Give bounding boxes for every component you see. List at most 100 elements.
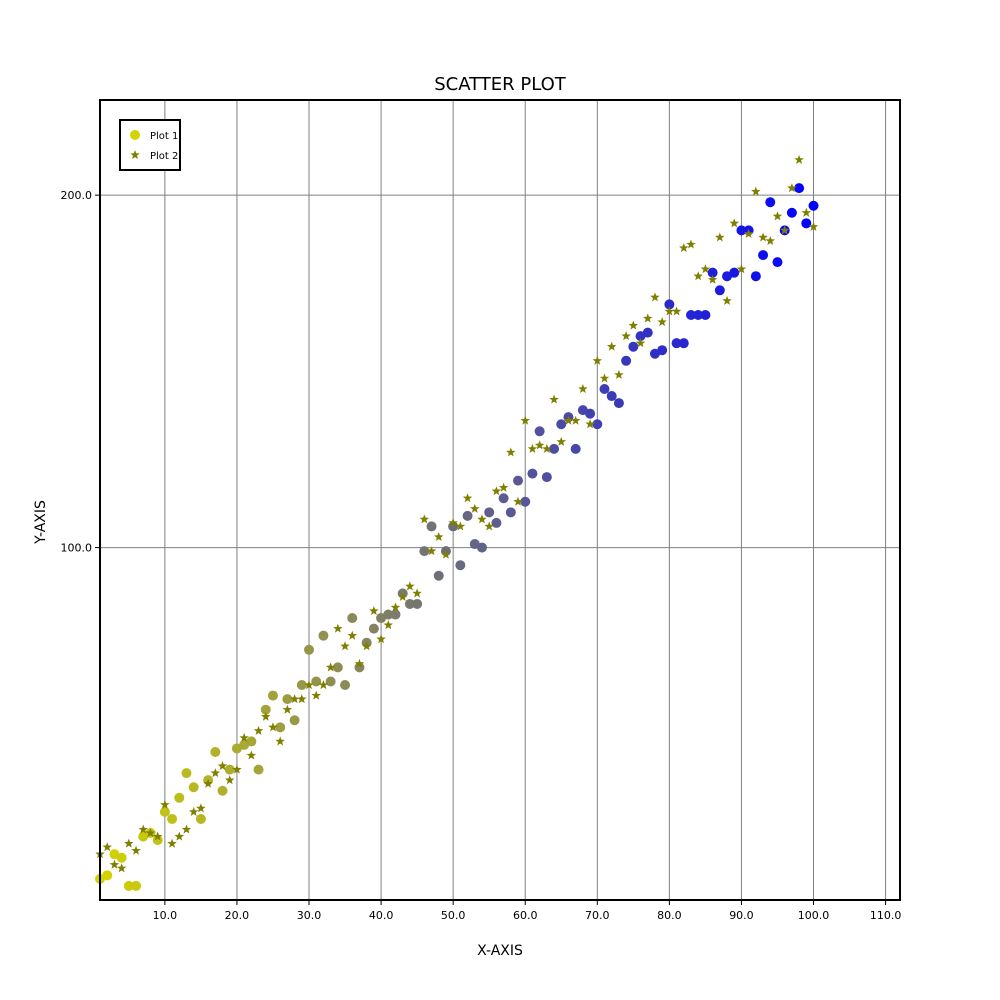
plot-1-point <box>246 736 257 747</box>
plot-2-point <box>405 581 415 591</box>
plot-2-point <box>592 355 603 365</box>
data-points <box>95 154 819 891</box>
plot-2-point <box>354 658 365 668</box>
plot-2-point <box>196 803 206 813</box>
plot-2-point <box>174 831 185 841</box>
plot-2-point <box>412 588 422 598</box>
plot-2-point <box>318 680 329 690</box>
plot-2-point <box>686 239 696 249</box>
plot-1-point <box>657 345 668 356</box>
plot-2-point <box>325 662 336 672</box>
plot-2-point <box>116 863 127 873</box>
plot-2-point <box>570 415 581 425</box>
plot-1-point <box>693 309 704 320</box>
x-tick-label: 30.0 <box>297 909 322 922</box>
plot-1-point <box>419 546 430 557</box>
plot-2-point <box>794 154 804 164</box>
plot-1-point <box>476 542 487 553</box>
plot-1-point <box>808 200 819 211</box>
plot-1-point <box>347 613 358 624</box>
plot-2-point <box>743 228 754 238</box>
plot-1-point <box>296 680 307 691</box>
plot-1-point <box>736 225 747 236</box>
plot-2-point <box>729 218 739 228</box>
plot-2-point <box>758 232 768 242</box>
plot-2-point <box>679 243 689 253</box>
plot-2-point <box>397 591 408 601</box>
plot-2-point <box>383 620 394 630</box>
plot-1-point <box>484 507 495 518</box>
plot-1-point <box>448 521 459 532</box>
x-tick-label: 40.0 <box>369 909 394 922</box>
plot-1-point <box>714 285 725 296</box>
plot-2-point <box>340 641 350 651</box>
x-tick-label: 50.0 <box>441 909 466 922</box>
plot-2-point <box>765 235 776 246</box>
plot-2-point <box>736 264 747 274</box>
plot-2-point <box>246 750 257 760</box>
plot-1-point <box>541 472 552 483</box>
plot-2-point <box>484 521 494 531</box>
x-tick-label: 70.0 <box>585 909 610 922</box>
plot-1-point <box>426 521 437 532</box>
plot-2-point <box>361 641 372 651</box>
plot-2-point <box>462 493 473 503</box>
plot-2-point <box>506 447 516 457</box>
x-tick-label: 90.0 <box>729 909 754 922</box>
plot-1-point <box>585 408 596 419</box>
plot-2-point <box>282 704 293 714</box>
plot-2-point <box>563 415 574 425</box>
plot-2-point <box>203 778 213 788</box>
plot-2-point <box>498 482 509 492</box>
plot-1-point <box>527 468 538 479</box>
plot-2-point <box>419 514 430 524</box>
plot-2-point <box>621 331 631 341</box>
chart-title: SCATTER PLOT <box>434 74 567 95</box>
plot-1-point <box>549 443 560 454</box>
plot-1-point <box>765 197 776 208</box>
plot-1-point <box>311 676 322 687</box>
plot-1-point <box>325 676 336 687</box>
plot-1-point <box>210 746 221 757</box>
plot-2-point <box>470 503 480 513</box>
x-tick-label: 100.0 <box>798 909 830 922</box>
plot-2-point <box>642 313 653 323</box>
plot-1-point <box>556 419 567 430</box>
plot-1-point <box>794 183 805 194</box>
plot-2-point <box>124 838 134 848</box>
x-tick-label: 80.0 <box>657 909 682 922</box>
plot-2-point <box>635 338 646 348</box>
plot-2-point <box>715 232 725 242</box>
plot-2-point <box>664 306 675 316</box>
plot-2-point <box>253 725 264 735</box>
plot-1-point <box>340 680 351 691</box>
plot-2-point <box>304 680 314 690</box>
plot-1-point <box>628 341 639 352</box>
plot-2-point <box>333 623 343 633</box>
plot-1-point <box>404 598 415 609</box>
plot-1-point <box>159 806 170 817</box>
plot-2-point <box>217 761 228 771</box>
plot-2-point <box>722 295 732 305</box>
plot-2-point <box>188 806 199 816</box>
plot-2-point <box>578 383 588 394</box>
plot-1-point <box>152 835 163 846</box>
legend-label-plot-1: Plot 1 <box>150 131 178 142</box>
plot-1-point <box>786 207 797 218</box>
plot-2-point <box>520 415 530 425</box>
legend-box <box>119 119 181 171</box>
plot-1-point <box>433 570 444 581</box>
x-tick-label: 110.0 <box>870 909 902 922</box>
plot-2-point <box>152 831 163 841</box>
plot-1-point <box>368 623 379 634</box>
plot-2-point <box>369 606 379 616</box>
plot-2-point <box>787 183 797 193</box>
x-axis-label: X-AXIS <box>477 943 523 959</box>
plot-1-point <box>520 496 531 507</box>
plot-1-point <box>131 880 142 891</box>
plot-2-point <box>289 694 300 704</box>
plot-2-point <box>297 694 307 704</box>
plot-1-point <box>332 662 343 673</box>
plot-1-point <box>758 250 769 261</box>
plot-2-point <box>160 799 170 809</box>
